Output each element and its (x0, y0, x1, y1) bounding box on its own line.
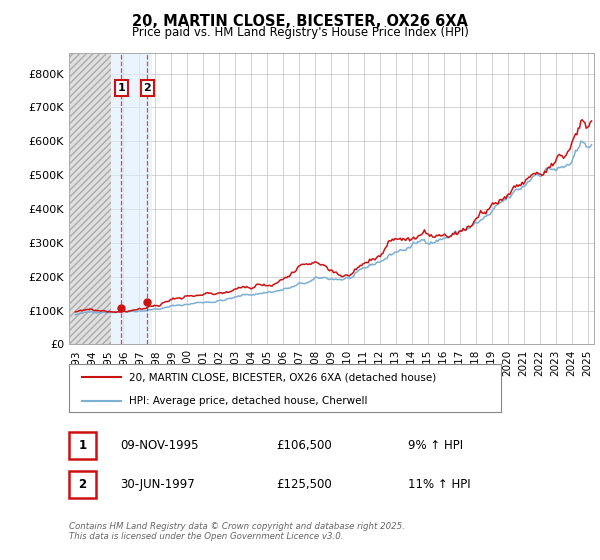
Text: 09-NOV-1995: 09-NOV-1995 (120, 438, 199, 452)
Bar (69, 53, 110, 344)
Text: Contains HM Land Registry data © Crown copyright and database right 2025.
This d: Contains HM Land Registry data © Crown c… (69, 522, 405, 542)
Text: 30-JUN-1997: 30-JUN-1997 (120, 478, 195, 491)
Text: Price paid vs. HM Land Registry's House Price Index (HPI): Price paid vs. HM Land Registry's House … (131, 26, 469, 39)
Text: 11% ↑ HPI: 11% ↑ HPI (408, 478, 470, 491)
Text: 1: 1 (79, 438, 86, 452)
Text: 2: 2 (79, 478, 86, 491)
Text: 2: 2 (143, 83, 151, 93)
Text: 1: 1 (118, 83, 125, 93)
Text: £125,500: £125,500 (276, 478, 332, 491)
Text: £106,500: £106,500 (276, 438, 332, 452)
Text: 20, MARTIN CLOSE, BICESTER, OX26 6XA (detached house): 20, MARTIN CLOSE, BICESTER, OX26 6XA (de… (130, 372, 437, 382)
Text: 20, MARTIN CLOSE, BICESTER, OX26 6XA: 20, MARTIN CLOSE, BICESTER, OX26 6XA (132, 14, 468, 29)
Text: 9% ↑ HPI: 9% ↑ HPI (408, 438, 463, 452)
Text: HPI: Average price, detached house, Cherwell: HPI: Average price, detached house, Cher… (130, 396, 368, 406)
Bar (110, 53, 152, 344)
